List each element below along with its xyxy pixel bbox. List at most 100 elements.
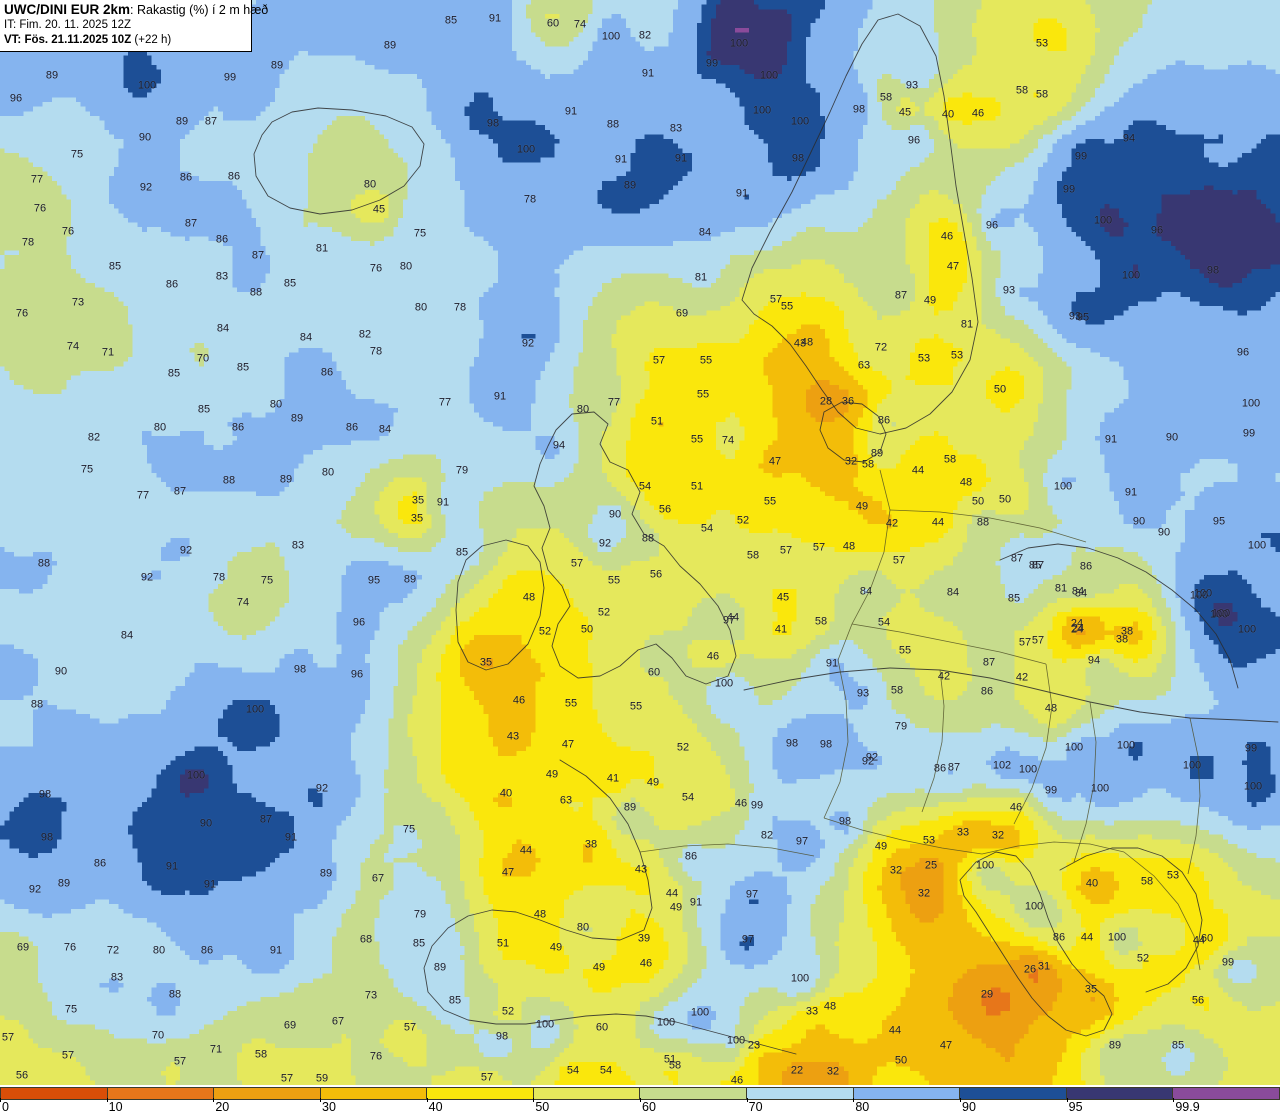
colorbar-tick-label: 99.9 (1173, 1098, 1200, 1114)
humidity-value-label: 98 (791, 152, 805, 165)
humidity-value-label: 100 (1064, 741, 1084, 754)
humidity-value-label: 44 (911, 464, 925, 477)
humidity-value-label: 60 (647, 666, 661, 679)
humidity-value-label: 52 (538, 625, 552, 638)
country-border-path (1013, 663, 1053, 825)
humidity-value-label: 74 (236, 596, 250, 609)
colorbar-segment (320, 1088, 428, 1099)
humidity-value-label: 100 (714, 677, 734, 690)
humidity-value-label: 51 (496, 937, 510, 950)
humidity-value-label: 76 (15, 307, 29, 320)
humidity-value-label: 85 (1007, 592, 1021, 605)
humidity-value-label: 43 (793, 337, 807, 350)
humidity-value-label: 75 (402, 823, 416, 836)
humidity-value-label: 58 (668, 1059, 682, 1072)
humidity-value-label: 40 (941, 108, 955, 121)
humidity-value-label: 69 (16, 941, 30, 954)
humidity-value-label: 86 (215, 233, 229, 246)
humidity-value-label: 92 (28, 883, 42, 896)
humidity-value-label: 38 (1120, 625, 1134, 638)
humidity-value-label: 86 (320, 366, 334, 379)
humidity-value-label: 90 (1157, 526, 1171, 539)
humidity-value-label: 87 (947, 761, 961, 774)
map-area[interactable]: 96 89 77 76 78 76 73 76 74 71 75 85 100 89 87 99 89 90 86 8… (0, 0, 1280, 1085)
humidity-value-label: 50 (971, 495, 985, 508)
humidity-value-label: 100 (975, 859, 995, 872)
model-title-line: UWC/DINI EUR 2km: Rakastig (%) í 2 m hæð (4, 2, 268, 18)
humidity-value-label: 80 (269, 398, 283, 411)
humidity-value-label: 55 (696, 388, 710, 401)
humidity-value-label: 100 (601, 30, 621, 43)
humidity-value-label: 35 (1084, 983, 1098, 996)
humidity-value-label: 100 (1090, 782, 1110, 795)
humidity-value-label: 53 (1166, 869, 1180, 882)
country-border-path (837, 469, 891, 661)
humidity-value-label: 89 (45, 69, 59, 82)
colorbar-tick-label: 50 (533, 1098, 550, 1114)
humidity-value-label: 44 (888, 1024, 902, 1037)
humidity-value-label: 41 (606, 772, 620, 785)
humidity-value-label: 32 (826, 1065, 840, 1078)
humidity-value-label: 68 (359, 933, 373, 946)
humidity-value-label: 91 (689, 896, 703, 909)
humidity-value-label: 97 (745, 888, 759, 901)
humidity-value-label: 83 (291, 539, 305, 552)
humidity-value-label: 47 (561, 738, 575, 751)
humidity-value-label: 50 (993, 383, 1007, 396)
humidity-value-label: 57 (779, 544, 793, 557)
humidity-value-label: 85 (283, 277, 297, 290)
humidity-value-label: 57 (403, 1021, 417, 1034)
humidity-value-label: 71 (209, 1043, 223, 1056)
humidity-value-label: 89 (623, 801, 637, 814)
humidity-value-label: 56 (649, 568, 663, 581)
humidity-value-label: 55 (690, 433, 704, 446)
humidity-value-label: 32 (889, 864, 903, 877)
humidity-value-label: 96 (9, 92, 23, 105)
coastline-path (741, 13, 979, 435)
humidity-value-label: 55 (629, 700, 643, 713)
country-border-path (823, 659, 849, 819)
humidity-value-label: 46 (706, 650, 720, 663)
humidity-value-label: 75 (260, 574, 274, 587)
humidity-value-label: 100 (1018, 763, 1038, 776)
humidity-value-label: 93 (905, 79, 919, 92)
humidity-value-label: 95 (367, 574, 381, 587)
humidity-value-label: 83 (110, 971, 124, 984)
humidity-value-label: 86 (1079, 560, 1093, 573)
humidity-value-label: 22 (790, 1064, 804, 1077)
humidity-value-label: 96 (1150, 224, 1164, 237)
humidity-value-label: 38 (1115, 633, 1129, 646)
humidity-value-label: 74 (721, 434, 735, 447)
humidity-value-label: 90 (1165, 431, 1179, 444)
humidity-value-label: 79 (413, 908, 427, 921)
colorbar-segment (747, 1088, 854, 1099)
humidity-value-label: 82 (638, 29, 652, 42)
humidity-value-label: 92 (598, 537, 612, 550)
humidity-value-label: 87 (1010, 552, 1024, 565)
humidity-value-label: 97 (795, 835, 809, 848)
humidity-value-label: 100 (790, 115, 810, 128)
humidity-value-label: 55 (607, 574, 621, 587)
humidity-value-label: 84 (946, 586, 960, 599)
humidity-value-label: 45 (898, 106, 912, 119)
humidity-value-label: 78 (21, 236, 35, 249)
humidity-value-label: 54 (681, 791, 695, 804)
humidity-value-label: 86 (200, 944, 214, 957)
humidity-value-label: 77 (136, 489, 150, 502)
valid-time-label: VT: Fös. 21.11.2025 10Z (4, 34, 132, 46)
humidity-value-label: 88 (641, 532, 655, 545)
country-border-path (639, 843, 815, 857)
title-box: UWC/DINI EUR 2km: Rakastig (%) í 2 m hæð… (0, 0, 268, 52)
country-border-path (921, 669, 945, 813)
humidity-value-label: 95 (1076, 311, 1090, 324)
humidity-value-label: 91 (674, 152, 688, 165)
humidity-value-label: 89 (623, 179, 637, 192)
colorbar-segment (1173, 1088, 1279, 1099)
humidity-value-label: 98 (38, 788, 52, 801)
model-param: : Rakastig (%) í 2 m hæð (130, 3, 269, 17)
humidity-value-label: 60 (546, 17, 560, 30)
humidity-value-label: 26 (1023, 963, 1037, 976)
humidity-value-label: 46 (940, 230, 954, 243)
humidity-value-label: 80 (576, 403, 590, 416)
humidity-value-label: 89 (270, 59, 284, 72)
